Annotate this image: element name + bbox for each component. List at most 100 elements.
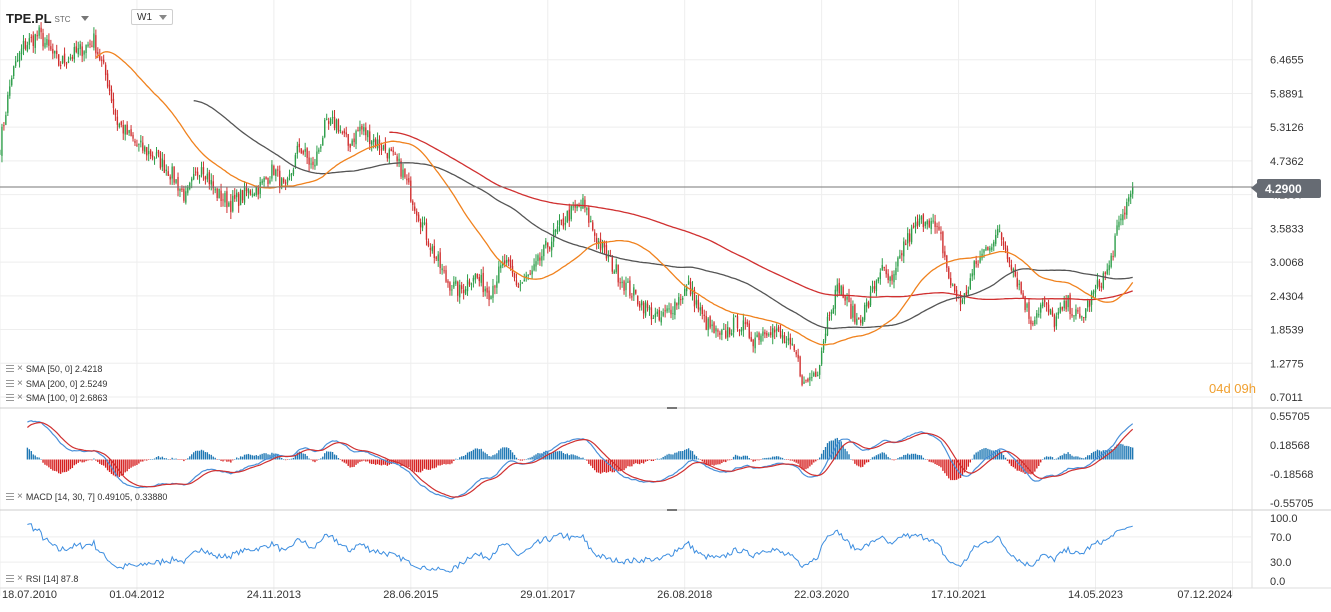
macd-histogram-bar — [498, 450, 500, 460]
macd-histogram-bar — [470, 451, 473, 460]
macd-histogram-bar — [736, 455, 739, 460]
candle-body — [1092, 291, 1095, 295]
macd-histogram-bar — [32, 454, 34, 460]
candle-body — [484, 288, 486, 292]
settings-lines-icon[interactable] — [6, 365, 14, 372]
candle-body — [983, 249, 985, 253]
candle-body — [961, 300, 964, 303]
candle-body — [11, 78, 13, 86]
candle-body — [822, 341, 825, 350]
symbol-header[interactable]: TPE.PL STC — [6, 8, 89, 28]
candle-body — [402, 169, 404, 178]
legend-sma100[interactable]: × SMA [100, 0] 2.6863 — [6, 392, 107, 403]
candle-body — [284, 182, 287, 185]
macd-histogram-bar — [384, 459, 387, 465]
candle-body — [1000, 233, 1003, 240]
candle-body — [9, 86, 11, 96]
macd-histogram-bar — [746, 455, 748, 460]
macd-histogram-bar — [138, 459, 140, 464]
macd-histogram-bar — [963, 459, 966, 473]
candle-body — [138, 143, 140, 145]
macd-histogram-bar — [359, 459, 361, 462]
macd-histogram-bar — [437, 459, 439, 466]
macd-histogram-bar — [484, 452, 486, 460]
macd-histogram-bar — [326, 451, 328, 460]
macd-histogram-bar — [695, 456, 698, 460]
macd-histogram-bar — [910, 453, 913, 460]
candle-body — [932, 220, 934, 222]
macd-histogram-bar — [453, 459, 455, 462]
macd-histogram-bar — [198, 450, 201, 460]
macd-histogram-bar — [310, 459, 312, 461]
macd-histogram-bar — [130, 459, 132, 468]
close-icon[interactable]: × — [17, 392, 23, 403]
close-icon[interactable]: × — [17, 491, 23, 502]
macd-histogram-bar — [81, 459, 83, 463]
candle-body — [867, 302, 870, 308]
legend-rsi[interactable]: × RSI [14] 87.8 — [6, 573, 78, 584]
candle-body — [652, 317, 655, 319]
legend-sma50[interactable]: × SMA [50, 0] 2.4218 — [6, 363, 102, 374]
candle-body — [159, 152, 162, 168]
macd-histogram-bar — [768, 457, 770, 460]
candle-body — [412, 201, 414, 205]
macd-histogram-bar — [290, 458, 293, 460]
macd-histogram-bar — [185, 459, 187, 460]
symbol-dropdown-icon[interactable] — [80, 16, 89, 21]
macd-histogram-bar — [728, 459, 731, 461]
candle-body — [175, 179, 177, 183]
macd-histogram-bar — [594, 459, 596, 471]
settings-lines-icon[interactable] — [6, 380, 14, 387]
macd-histogram-bar — [83, 459, 85, 463]
sma100-line — [193, 100, 1133, 330]
macd-histogram-bar — [230, 459, 232, 463]
settings-lines-icon[interactable] — [6, 575, 14, 582]
candle-body — [879, 272, 881, 279]
interval-select[interactable]: W1 — [131, 9, 173, 25]
candle-body — [50, 46, 52, 50]
macd-histogram-bar — [953, 459, 956, 481]
macd-histogram-bar — [908, 454, 911, 460]
candle-body — [437, 254, 439, 262]
candle-body — [799, 356, 801, 377]
close-icon[interactable]: × — [17, 378, 23, 389]
macd-histogram-bar — [257, 455, 259, 460]
candle-body — [813, 372, 815, 377]
close-icon[interactable]: × — [17, 363, 23, 374]
candle-body — [842, 286, 844, 298]
candle-body — [249, 190, 252, 195]
macd-histogram-bar — [443, 459, 445, 465]
settings-lines-icon[interactable] — [6, 394, 14, 401]
candle-body — [247, 188, 250, 194]
legend-macd[interactable]: × MACD [14, 30, 7] 0.49105, 0.33880 — [6, 491, 167, 502]
candle-body — [349, 144, 351, 148]
macd-histogram-bar — [36, 457, 38, 460]
settings-lines-icon[interactable] — [6, 493, 14, 500]
macd-histogram-bar — [93, 458, 95, 460]
candle-body — [167, 171, 169, 177]
close-icon[interactable]: × — [17, 573, 23, 584]
macd-histogram-bar — [327, 451, 330, 460]
macd-histogram-bar — [717, 459, 719, 465]
candle-body — [740, 329, 743, 332]
candle-body — [380, 148, 383, 151]
macd-histogram-bar — [171, 457, 173, 460]
macd-histogram-bar — [701, 459, 703, 462]
macd-histogram-bar — [1040, 459, 1042, 463]
candle-body — [674, 301, 676, 316]
candle-body — [1057, 312, 1060, 315]
candle-body — [482, 272, 484, 293]
candle-body — [627, 281, 629, 283]
candle-body — [715, 328, 717, 332]
legend-sma200[interactable]: × SMA [200, 0] 2.5249 — [6, 378, 107, 389]
candle-body — [541, 256, 543, 261]
macd-histogram-bar — [903, 454, 905, 460]
candle-body — [539, 257, 541, 261]
macd-histogram-bar — [1030, 459, 1032, 475]
candle-body — [574, 204, 576, 208]
candle-body — [554, 229, 557, 232]
candle-body — [818, 364, 821, 375]
rsi-y-tick: 70.0 — [1270, 532, 1291, 544]
macd-histogram-bar — [1000, 452, 1003, 460]
